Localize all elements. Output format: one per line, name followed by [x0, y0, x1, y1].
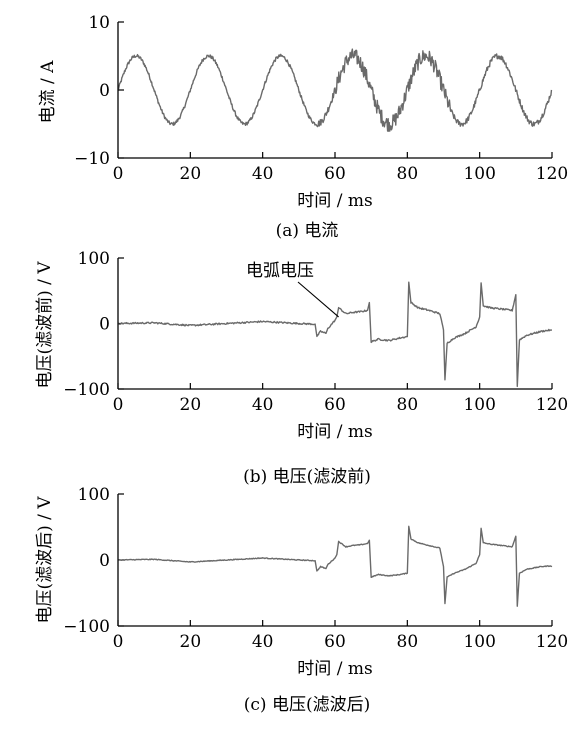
y-tick-label: 0 — [99, 551, 110, 571]
x-tick-label: 0 — [113, 632, 124, 652]
caption-a: (a) 电流 — [276, 221, 339, 241]
x-tick-label: 40 — [252, 395, 274, 415]
xlabel-c: 时间 / ms — [297, 659, 372, 679]
x-tick-label: 40 — [252, 632, 274, 652]
xlabel-b: 时间 / ms — [297, 422, 372, 442]
x-tick-label: 20 — [180, 395, 202, 415]
x-tick-label: 100 — [463, 164, 495, 184]
ylabel-c: 电压(滤波后) / V — [35, 496, 55, 624]
ylabel-b: 电压(滤波前) / V — [35, 261, 55, 389]
x-tick-label: 100 — [463, 632, 495, 652]
y-tick-label: 10 — [88, 13, 110, 33]
caption-c: (c) 电压(滤波后) — [244, 695, 370, 715]
x-tick-label: 20 — [180, 164, 202, 184]
x-tick-label: 0 — [113, 395, 124, 415]
annotation-label: 电弧电压 — [246, 261, 314, 281]
x-tick-label: 80 — [397, 164, 419, 184]
y-tick-label: 100 — [78, 249, 110, 269]
x-tick-label: 60 — [324, 164, 346, 184]
x-tick-label: 40 — [252, 164, 274, 184]
y-tick-label: −10 — [74, 149, 110, 169]
x-tick-label: 120 — [536, 164, 568, 184]
x-tick-label: 120 — [536, 395, 568, 415]
y-tick-label: 100 — [78, 485, 110, 505]
x-tick-label: 20 — [180, 632, 202, 652]
ylabel-a: 电流 / A — [38, 60, 58, 124]
y-tick-label: −100 — [63, 380, 110, 400]
annotation-arrow — [297, 281, 339, 318]
caption-b: (b) 电压(滤波前) — [243, 467, 371, 487]
y-tick-label: 0 — [99, 81, 110, 101]
x-tick-label: 60 — [324, 632, 346, 652]
series-c-line — [117, 525, 553, 607]
y-tick-label: 0 — [99, 315, 110, 335]
x-tick-label: 100 — [463, 395, 495, 415]
series-a-line — [117, 48, 553, 132]
y-tick-label: −100 — [63, 617, 110, 637]
xlabel-a: 时间 / ms — [297, 191, 372, 211]
series-b-line — [117, 281, 553, 388]
x-tick-label: 80 — [397, 632, 419, 652]
x-tick-label: 60 — [324, 395, 346, 415]
x-tick-label: 80 — [397, 395, 419, 415]
x-tick-label: 0 — [113, 164, 124, 184]
x-tick-label: 120 — [536, 632, 568, 652]
